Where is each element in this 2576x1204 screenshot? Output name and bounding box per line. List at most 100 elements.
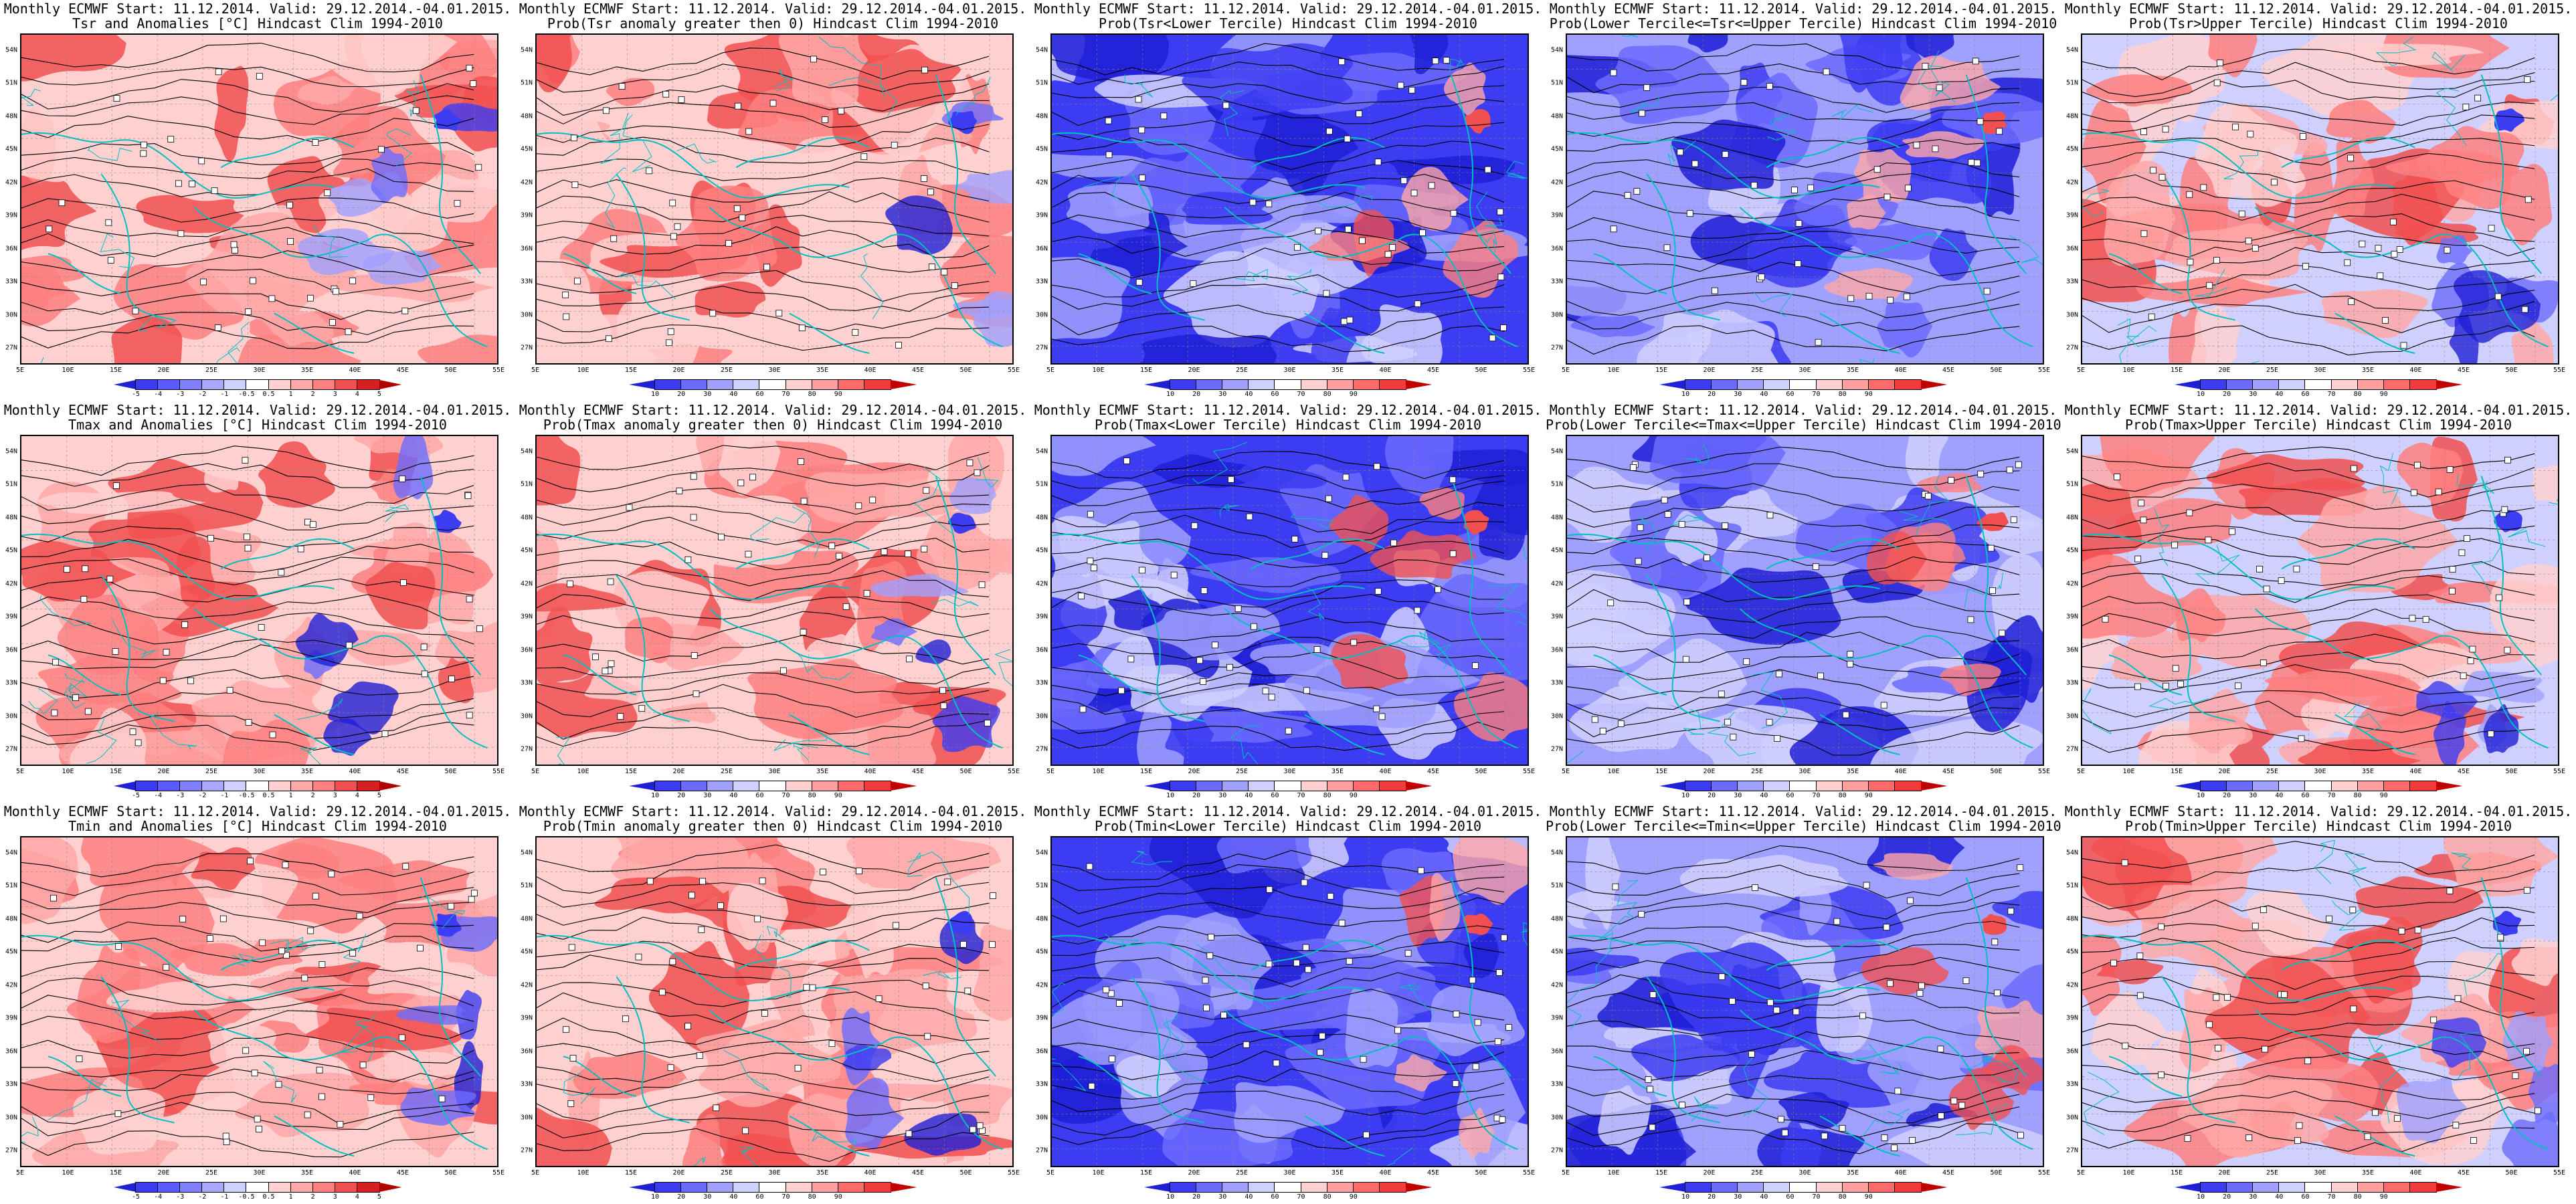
longitude-tick-label: 55E xyxy=(2553,768,2566,775)
station-marker xyxy=(76,1056,83,1062)
contour-line xyxy=(2082,1022,2535,1048)
map-frame xyxy=(1566,836,2044,1167)
station-marker xyxy=(1268,694,1275,701)
field-shading xyxy=(584,662,747,712)
colorbar-segment xyxy=(2330,379,2359,390)
latitude-tick-label: 36N xyxy=(1550,646,1563,654)
longitude-tick-label: 5E xyxy=(1561,768,1570,775)
colorbar-segment xyxy=(837,379,866,390)
field-shading xyxy=(1982,1045,2043,1096)
country-border xyxy=(1964,572,2004,608)
contour-line xyxy=(21,961,474,988)
colorbar-segment xyxy=(1711,1182,1739,1193)
contour-line xyxy=(2082,608,2535,643)
station-marker xyxy=(1881,1134,1888,1141)
latitude-tick-label: 30N xyxy=(1035,311,1048,319)
station-marker xyxy=(1922,63,1929,70)
longitude-tick-label: 55E xyxy=(2037,367,2051,374)
station-marker xyxy=(1123,458,1130,464)
field-shading xyxy=(297,76,359,105)
coastline xyxy=(2082,934,2395,1001)
country-border xyxy=(1234,268,1268,282)
station-marker xyxy=(922,982,929,989)
longitude-tick-label: 20E xyxy=(672,768,685,775)
latitude-tick-label: 51N xyxy=(520,79,533,87)
contour-line xyxy=(537,940,990,969)
station-marker xyxy=(1105,117,1112,124)
colorbar-tick-label: 40 xyxy=(1760,792,1768,799)
country-border xyxy=(1567,948,1613,1029)
colorbar-tick-label: 30 xyxy=(1734,391,1742,398)
colorbar-tick-label: 10 xyxy=(1166,391,1175,398)
contour-line xyxy=(537,635,990,665)
station-marker xyxy=(990,892,996,899)
longitude-axis: 5E 10E 15E 20E 25E 30E 35E 40E 45E 50E 55E xyxy=(531,768,1020,776)
contour-line xyxy=(537,177,990,203)
field-shading xyxy=(1052,1082,1131,1124)
coastline xyxy=(1593,654,1667,696)
station-marker xyxy=(1974,159,1981,167)
colorbar-segment xyxy=(1196,1182,1224,1193)
field-shading xyxy=(904,1113,982,1156)
coastline xyxy=(367,635,488,749)
field-shading xyxy=(371,146,408,203)
station-marker xyxy=(1414,300,1421,308)
coastline xyxy=(1397,635,1518,749)
country-border xyxy=(1219,90,1245,136)
colorbar-segment xyxy=(2330,1182,2359,1193)
station-marker xyxy=(179,916,187,923)
colorbar-tick-label: 10 xyxy=(1166,792,1175,799)
station-marker xyxy=(959,940,967,948)
country-border xyxy=(1497,608,1528,626)
map-canvas xyxy=(1052,436,1528,765)
colorbar-segment xyxy=(1274,379,1303,390)
contour-line xyxy=(1052,284,1505,312)
colorbar-tick-label: 30 xyxy=(1218,792,1227,799)
station-marker xyxy=(2206,282,2213,289)
coastline xyxy=(1912,1036,2033,1150)
latitude-tick-label: 45N xyxy=(5,546,17,555)
country-border xyxy=(1981,1060,2019,1084)
station-marker xyxy=(1102,986,1109,993)
station-marker xyxy=(1795,220,1803,227)
station-marker xyxy=(1449,550,1457,557)
country-border xyxy=(1964,1045,2006,1070)
station-marker xyxy=(1472,1063,1479,1070)
station-marker xyxy=(1664,511,1671,518)
field-shading xyxy=(258,441,335,508)
field-shading xyxy=(37,491,207,514)
contour-line xyxy=(537,136,990,164)
contour-line xyxy=(21,268,474,296)
colorbar-tick-label: 10 xyxy=(1681,391,1690,398)
station-marker xyxy=(1196,657,1203,664)
station-marker xyxy=(2497,934,2504,941)
station-marker xyxy=(1847,651,1854,658)
station-marker xyxy=(2007,908,2015,915)
latitude-tick-label: 36N xyxy=(520,1047,533,1056)
panel-title-line1: Monthly ECMWF Start: 11.12.2014. Valid: … xyxy=(519,1,1027,17)
country-border xyxy=(1163,1010,1184,1060)
station-marker xyxy=(307,294,314,302)
field-shading xyxy=(2416,681,2478,719)
panel-title-line2: Prob(Tsr>Upper Tercile) Hindcast Clim 19… xyxy=(2129,15,2508,31)
colorbar-segment xyxy=(2252,379,2280,390)
station-marker xyxy=(638,705,646,712)
latitude-tick-label: 48N xyxy=(2065,514,2078,522)
station-marker xyxy=(2281,991,2288,998)
map-frame xyxy=(1050,435,1529,766)
field-shading xyxy=(367,960,476,997)
colorbar-segment xyxy=(733,1182,761,1193)
colorbar-segment xyxy=(2330,781,2359,791)
contour-line xyxy=(21,722,474,751)
station-marker xyxy=(1996,128,2003,135)
station-marker xyxy=(713,1104,720,1112)
station-marker xyxy=(941,268,948,276)
station-marker xyxy=(2158,1071,2165,1078)
field-shading xyxy=(537,583,627,612)
station-marker xyxy=(759,877,766,884)
station-marker xyxy=(2469,645,2476,653)
field-shading xyxy=(1465,108,1491,134)
colorbar-tick-label: -5 xyxy=(132,1193,141,1201)
contour-line xyxy=(537,83,990,116)
colorbar-tick-label: 60 xyxy=(1271,1193,1279,1201)
